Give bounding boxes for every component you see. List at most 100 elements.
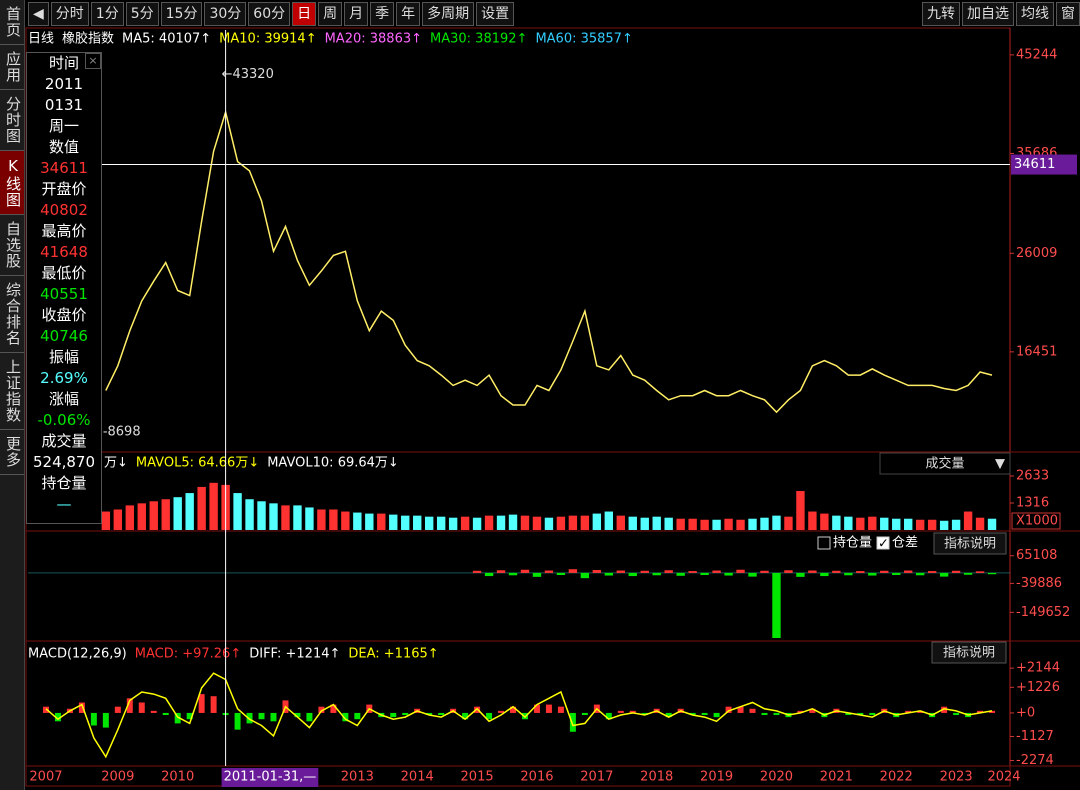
period-button[interactable]: 月 xyxy=(344,1,369,26)
check-mark: ✓ xyxy=(878,537,889,552)
period-button[interactable]: 设置 xyxy=(476,1,515,26)
bar xyxy=(629,710,636,713)
info-line: 40746 xyxy=(40,327,88,345)
period-button[interactable]: 60分 xyxy=(248,1,291,26)
bar xyxy=(281,505,290,530)
bar xyxy=(174,712,181,724)
info-line: 0131 xyxy=(44,96,84,114)
bar xyxy=(701,712,708,716)
volume-unit: X1000 xyxy=(1016,514,1058,529)
bar xyxy=(808,511,817,530)
sidebar-tab[interactable]: K线图 xyxy=(0,151,24,215)
bar xyxy=(748,518,757,530)
y-tick-label: 45244 xyxy=(1016,47,1057,62)
price-line xyxy=(105,109,993,414)
bar xyxy=(472,517,482,530)
info-line: 2.69% xyxy=(40,369,88,387)
x-tick-label: 2021 xyxy=(820,770,853,785)
bar xyxy=(664,517,673,530)
bar xyxy=(426,712,433,716)
period-button[interactable]: 5分 xyxy=(125,1,159,26)
sidebar-tab[interactable]: 首页 xyxy=(0,0,24,45)
info-line: 收盘价 xyxy=(41,306,87,324)
checkbox-label: 仓差 xyxy=(892,536,918,551)
bar xyxy=(341,511,350,530)
period-button[interactable]: 季 xyxy=(370,1,395,26)
bar xyxy=(832,515,841,530)
bar xyxy=(544,570,554,573)
period-button[interactable]: 15分 xyxy=(160,1,203,26)
x-tick-label: 2019 xyxy=(700,770,733,785)
bar xyxy=(773,712,780,716)
bar xyxy=(713,712,720,718)
bar xyxy=(604,511,614,530)
period-button[interactable]: 周 xyxy=(318,1,343,26)
period-button[interactable]: 分时 xyxy=(50,1,89,26)
bar xyxy=(306,712,313,722)
bar xyxy=(365,513,374,530)
x-tick-label: 2009 xyxy=(101,770,134,785)
bar xyxy=(162,712,169,716)
period-button[interactable]: 1分 xyxy=(90,1,124,26)
bar xyxy=(149,501,158,530)
x-tick-label: 2011-01-31,— xyxy=(224,770,317,785)
bar xyxy=(424,516,434,530)
period-button[interactable]: 30分 xyxy=(204,1,247,26)
sidebar-tab[interactable]: 上证指数 xyxy=(0,353,24,430)
x-tick-label: 2010 xyxy=(161,770,194,785)
info-line: 涨幅 xyxy=(48,390,79,408)
indicator-label: 万↓ xyxy=(104,456,128,471)
x-tick-label: 2024 xyxy=(987,770,1020,785)
tool-button[interactable]: 加自选 xyxy=(962,1,1014,26)
bar xyxy=(856,517,865,530)
y-tick-label: -149652 xyxy=(1016,605,1070,620)
bar xyxy=(496,515,506,530)
crosshair-y-label: 34611 xyxy=(1014,157,1055,172)
bar xyxy=(185,493,194,530)
sidebar-tab[interactable]: 应用 xyxy=(0,45,24,90)
x-tick-label: 2020 xyxy=(760,770,793,785)
bar xyxy=(987,518,997,530)
y-tick-label: 1316 xyxy=(1016,496,1049,511)
bar xyxy=(520,515,530,530)
bar xyxy=(869,712,876,716)
bar xyxy=(808,570,817,573)
bar xyxy=(963,572,973,575)
y-tick-label: -39886 xyxy=(1016,576,1062,591)
bar xyxy=(676,518,685,530)
bar xyxy=(580,572,590,579)
y-tick-label: 2633 xyxy=(1016,468,1049,483)
period-button[interactable]: 年 xyxy=(396,1,421,26)
back-button[interactable]: ◀ xyxy=(28,1,49,26)
tool-button[interactable]: 均线 xyxy=(1016,1,1054,26)
period-button[interactable]: 日 xyxy=(292,1,317,26)
indicator-label: MAVOL5: 64.66万↓ xyxy=(136,456,259,471)
bar xyxy=(712,570,721,573)
close-icon[interactable]: × xyxy=(85,53,101,69)
bar xyxy=(318,706,325,713)
bar xyxy=(233,493,242,530)
sidebar-tab[interactable]: 更多 xyxy=(0,430,24,475)
bar xyxy=(161,499,170,530)
sidebar-tab[interactable]: 自选股 xyxy=(0,215,24,276)
bar xyxy=(951,570,961,573)
frame xyxy=(25,27,1011,787)
explain-button[interactable]: 指标说明 xyxy=(943,646,995,661)
bar xyxy=(125,505,134,530)
bar xyxy=(197,486,206,530)
explain-button[interactable]: 指标说明 xyxy=(944,537,996,552)
sidebar-tab[interactable]: 综合排名 xyxy=(0,276,24,353)
info-line: -0.06% xyxy=(37,411,91,429)
tool-button[interactable]: 窗 xyxy=(1056,1,1080,26)
bar xyxy=(234,712,241,730)
sidebar-tab[interactable]: 分时图 xyxy=(0,90,24,151)
bar xyxy=(126,698,133,713)
bar xyxy=(556,572,566,576)
info-line: 开盘价 xyxy=(41,180,87,198)
indicator-label: MACD(12,26,9) xyxy=(28,647,127,662)
bar xyxy=(640,570,649,573)
tool-button[interactable]: 九转 xyxy=(922,1,960,26)
unit-box xyxy=(1011,512,1061,530)
period-button[interactable]: 多周期 xyxy=(422,1,475,26)
